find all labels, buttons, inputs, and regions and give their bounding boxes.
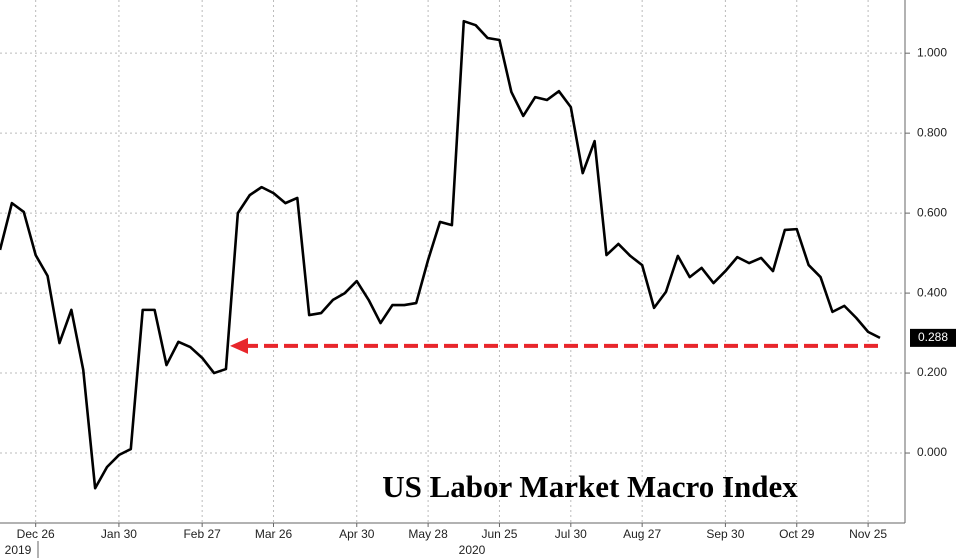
line <box>0 19 881 490</box>
chart-title: US Labor Market Macro Index <box>382 469 798 504</box>
x-tick-label: Aug 27 <box>623 527 661 541</box>
y-tick-label: 0.200 <box>917 365 947 379</box>
arrow-head <box>230 337 248 354</box>
y-tick-label: 0.600 <box>917 205 947 219</box>
x-tick-label: Nov 25 <box>849 527 887 541</box>
x-tick-label: Jul 30 <box>555 527 587 541</box>
last-value-label: 0.288 <box>918 330 948 344</box>
x-tick-label: Mar 26 <box>255 527 293 541</box>
y-tick-label: 1.000 <box>917 45 947 59</box>
x-tick-label: Feb 27 <box>183 527 221 541</box>
x-tick-label: Jan 30 <box>101 527 137 541</box>
x-tick-label: Dec 26 <box>17 527 55 541</box>
year-label: 2019 <box>5 543 32 557</box>
x-tick-label: May 28 <box>408 527 448 541</box>
y-tick-label: 0.000 <box>917 445 947 459</box>
last-value-box <box>910 328 956 347</box>
x-tick-label: Oct 29 <box>779 527 815 541</box>
y-tick-label: 0.800 <box>917 125 947 139</box>
x-tick-label: Jun 25 <box>481 527 517 541</box>
x-tick-label: Apr 30 <box>339 527 375 541</box>
y-tick-label: 0.400 <box>917 285 947 299</box>
x-tick-label: Sep 30 <box>706 527 744 541</box>
year-label: 2020 <box>459 543 486 557</box>
